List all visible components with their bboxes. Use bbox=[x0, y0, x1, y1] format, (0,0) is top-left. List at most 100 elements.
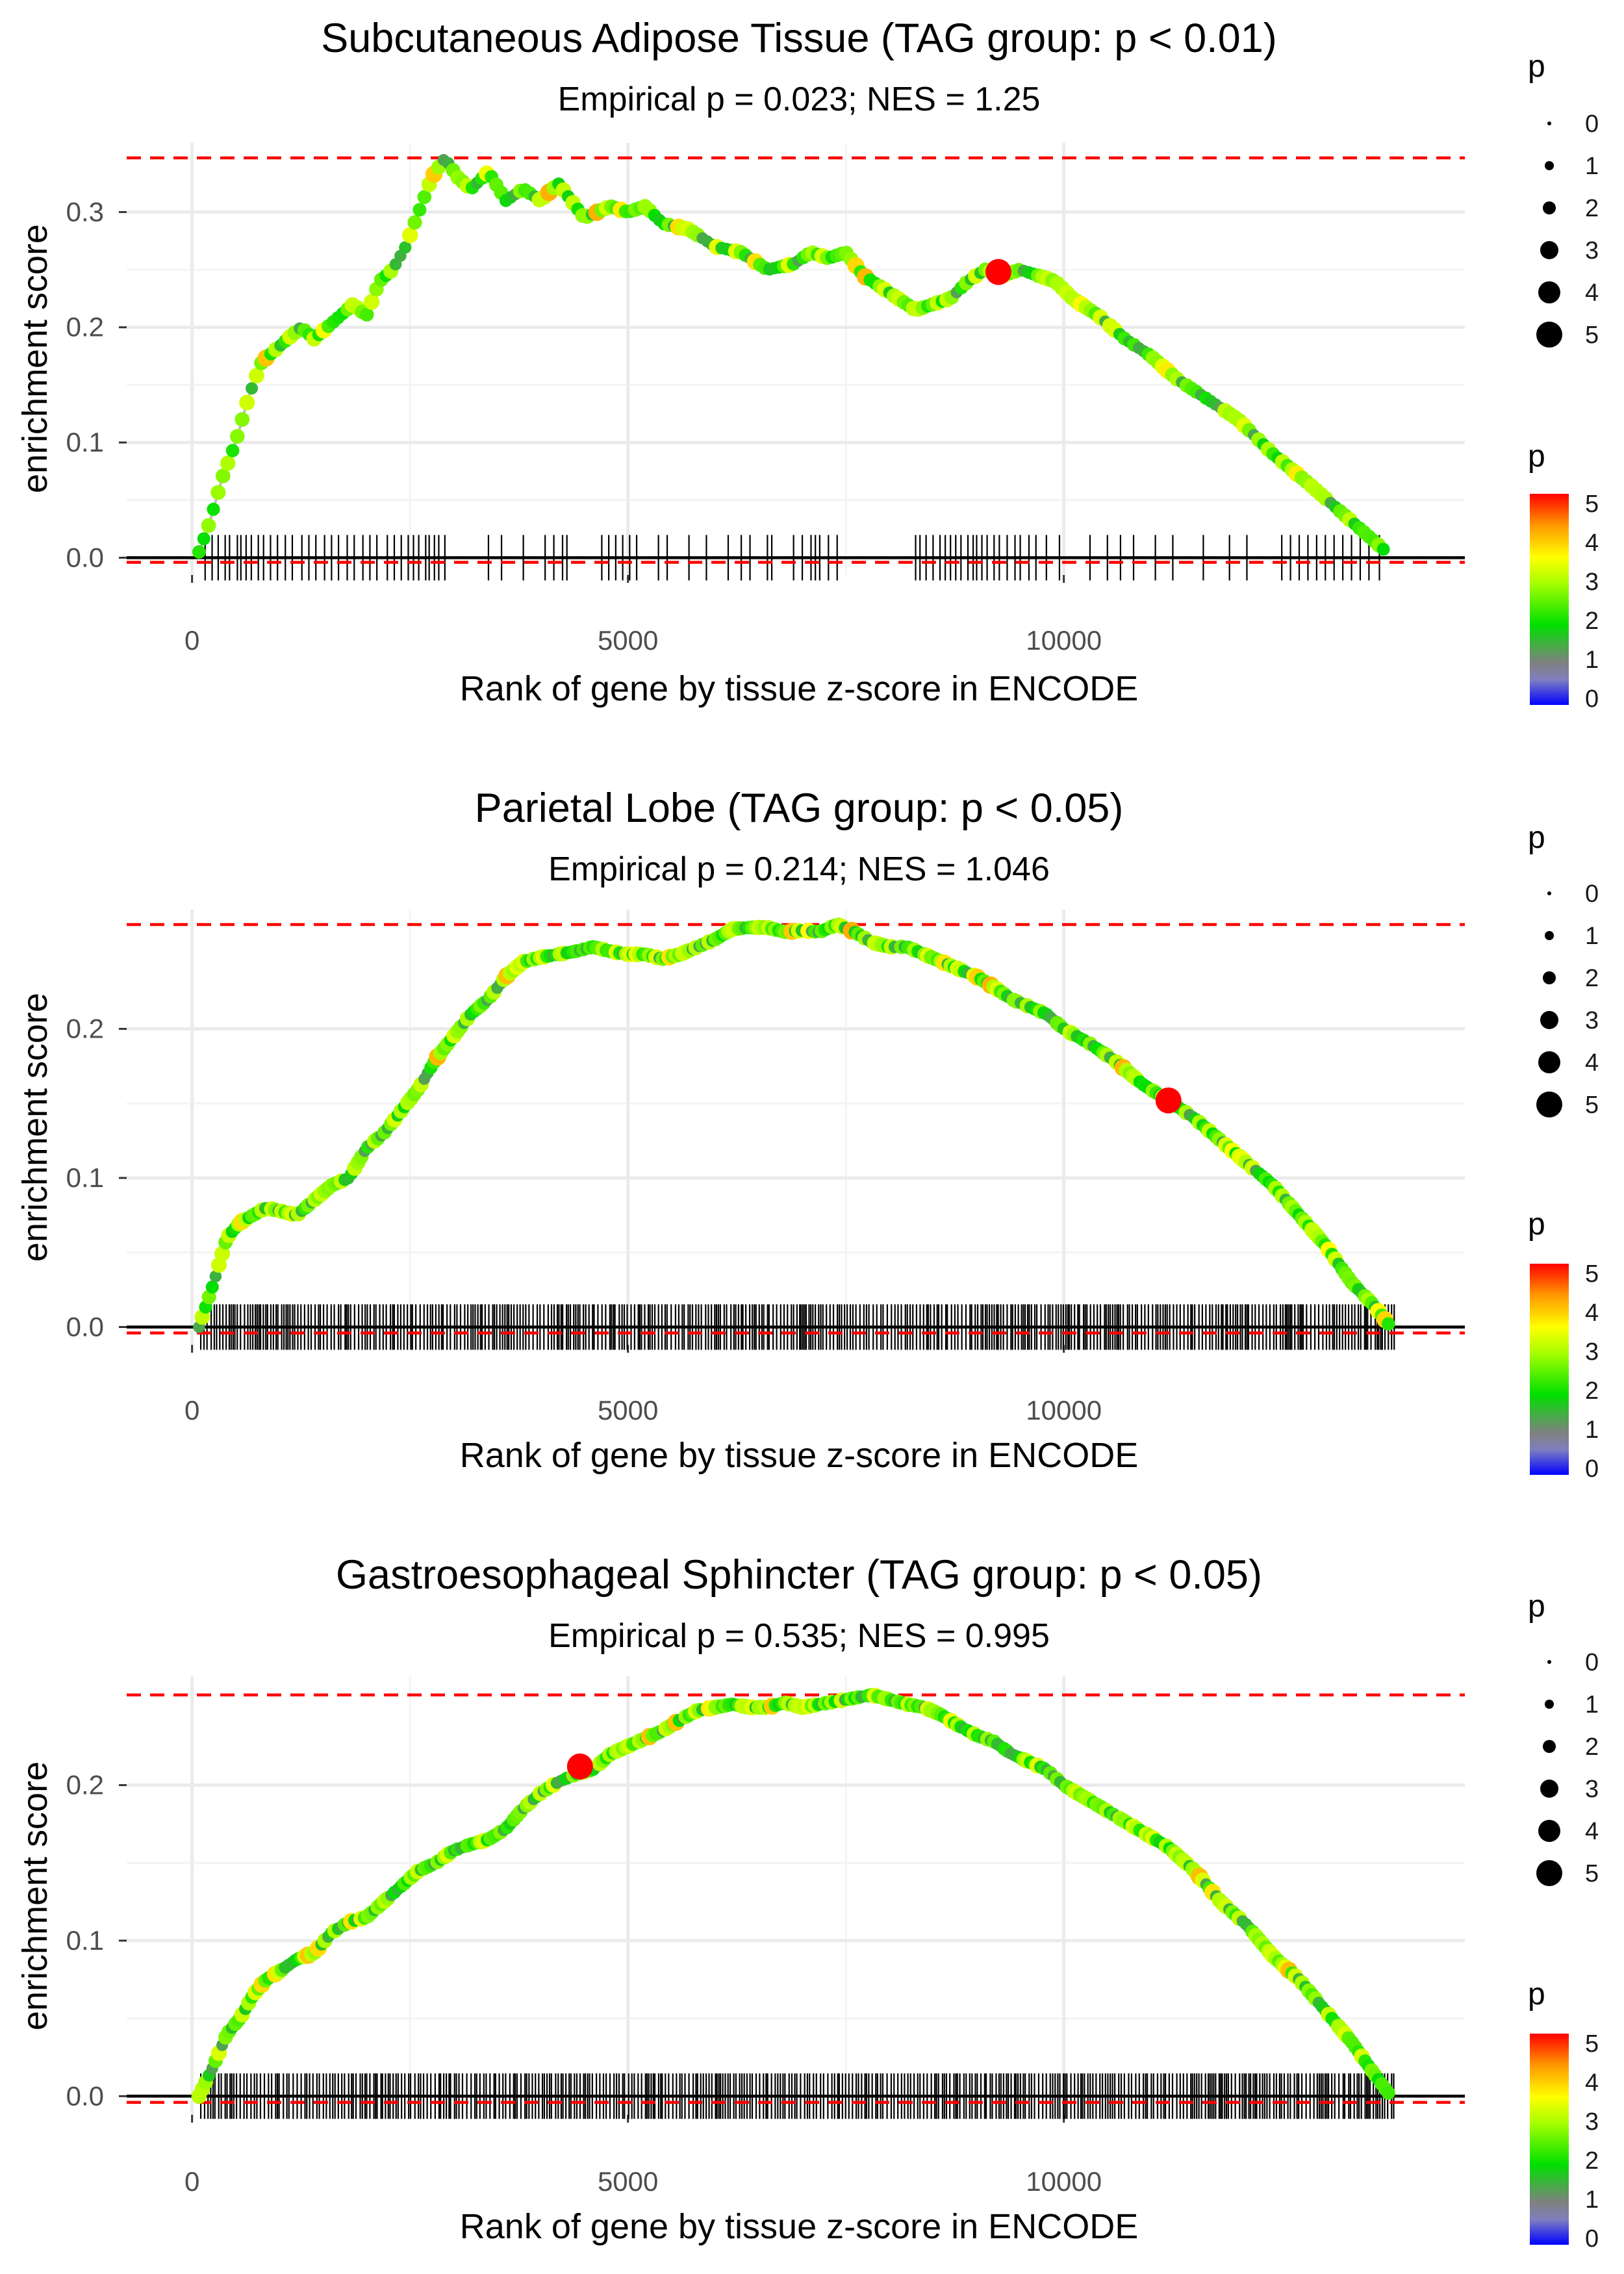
color-legend: p 5 4 3 2 1 0 bbox=[1528, 1977, 1599, 2253]
color-legend-label: 2 bbox=[1585, 2147, 1599, 2175]
size-legend-label: 5 bbox=[1585, 1092, 1599, 1119]
size-legend-key bbox=[1536, 322, 1562, 348]
color-legend-label: 2 bbox=[1585, 607, 1599, 635]
size-legend-label: 0 bbox=[1585, 1649, 1599, 1676]
size-legend-key bbox=[1536, 1860, 1562, 1886]
size-legend-label: 3 bbox=[1585, 237, 1599, 264]
enrichment-point bbox=[399, 241, 412, 254]
size-legend-title: p bbox=[1528, 49, 1545, 84]
color-legend-label: 4 bbox=[1585, 2069, 1599, 2097]
size-legend-key bbox=[1543, 201, 1556, 214]
color-legend-label: 5 bbox=[1585, 2030, 1599, 2058]
color-legend: p 5 4 3 2 1 0 bbox=[1528, 439, 1599, 713]
color-legend-label: 0 bbox=[1585, 685, 1599, 713]
panel-subtitle: Empirical p = 0.023; NES = 1.25 bbox=[558, 81, 1041, 118]
enrichment-point bbox=[205, 1280, 219, 1294]
size-legend-label: 1 bbox=[1585, 923, 1599, 950]
x-axis-title: Rank of gene by tissue z-score in ENCODE bbox=[460, 669, 1138, 708]
enrichment-point bbox=[210, 485, 226, 500]
color-legend-label: 1 bbox=[1585, 1416, 1599, 1444]
enrichment-point bbox=[207, 502, 220, 517]
size-legend: p 0 1 2 3 4 5 bbox=[1528, 821, 1599, 1119]
color-legend-bar bbox=[1530, 494, 1569, 705]
size-legend-title: p bbox=[1528, 1589, 1545, 1624]
size-legend-label: 5 bbox=[1585, 322, 1599, 349]
panel-subtitle: Empirical p = 0.535; NES = 0.995 bbox=[548, 1617, 1050, 1655]
y-tick-label: 0.1 bbox=[66, 427, 104, 457]
x-axis-title: Rank of gene by tissue z-score in ENCODE bbox=[460, 1436, 1138, 1475]
panel-gastroesophageal-sphincter: Gastroesophageal Sphincter (TAG group: p… bbox=[16, 1552, 1465, 2246]
size-legend-key bbox=[1543, 971, 1556, 984]
enrichment-point bbox=[249, 368, 264, 384]
top-gene-point bbox=[985, 259, 1012, 285]
y-axis-title: enrichment score bbox=[16, 1761, 55, 2030]
color-legend-label: 3 bbox=[1585, 2108, 1599, 2136]
enrichment-point bbox=[1381, 1317, 1395, 1331]
size-legend-label: 2 bbox=[1585, 965, 1599, 992]
size-legend-key bbox=[1538, 1820, 1560, 1842]
x-tick-label: 10000 bbox=[1026, 2166, 1102, 2197]
x-tick-label: 10000 bbox=[1026, 625, 1102, 656]
y-tick-label: 0.1 bbox=[66, 1925, 104, 1956]
x-tick-label: 5000 bbox=[598, 2166, 658, 2197]
plot-area bbox=[119, 910, 1465, 1353]
color-legend-bar bbox=[1530, 1264, 1569, 1475]
panel-title: Subcutaneous Adipose Tissue (TAG group: … bbox=[321, 16, 1277, 61]
enrichment-point bbox=[214, 1246, 231, 1262]
y-tick-label: 0.1 bbox=[66, 1162, 104, 1193]
enrichment-point bbox=[225, 444, 240, 457]
y-tick-label: 0.2 bbox=[66, 312, 104, 342]
enrichment-point bbox=[216, 468, 231, 483]
y-tick-label: 0.2 bbox=[66, 1770, 104, 1800]
size-legend-label: 2 bbox=[1585, 1733, 1599, 1761]
y-axis-title: enrichment score bbox=[16, 224, 55, 493]
size-legend-label: 4 bbox=[1585, 1049, 1599, 1077]
enrichment-point bbox=[209, 1270, 222, 1283]
enrichment-points bbox=[193, 917, 1395, 1333]
size-legend-key bbox=[1540, 1780, 1558, 1798]
size-legend-label: 1 bbox=[1585, 153, 1599, 180]
color-legend-title: p bbox=[1528, 1977, 1545, 2012]
size-legend-key bbox=[1536, 1092, 1562, 1118]
color-legend-label: 4 bbox=[1585, 1299, 1599, 1327]
size-legend-label: 4 bbox=[1585, 279, 1599, 307]
color-legend-label: 2 bbox=[1585, 1377, 1599, 1405]
size-legend: p 0 1 2 3 4 5 bbox=[1528, 49, 1599, 349]
size-legend-title: p bbox=[1528, 821, 1545, 855]
enrichment-point bbox=[246, 382, 259, 395]
size-legend-key bbox=[1547, 121, 1551, 125]
size-legend: p 0 1 2 3 4 5 bbox=[1528, 1589, 1599, 1887]
plot-area bbox=[119, 1676, 1465, 2123]
y-tick-label: 0.0 bbox=[66, 1311, 104, 1342]
panel-title: Parietal Lobe (TAG group: p < 0.05) bbox=[475, 786, 1124, 831]
size-legend-label: 3 bbox=[1585, 1007, 1599, 1034]
panel-subcutaneous-adipose: Subcutaneous Adipose Tissue (TAG group: … bbox=[16, 16, 1465, 708]
size-legend-label: 3 bbox=[1585, 1776, 1599, 1803]
top-gene-point bbox=[1155, 1087, 1182, 1114]
x-tick-label: 0 bbox=[184, 1395, 199, 1425]
size-legend-label: 5 bbox=[1585, 1860, 1599, 1887]
size-legend-key bbox=[1540, 241, 1558, 259]
x-tick-label: 0 bbox=[184, 2166, 199, 2197]
color-legend-label: 3 bbox=[1585, 568, 1599, 596]
top-gene-point bbox=[566, 1753, 593, 1780]
enrichment-point bbox=[401, 227, 418, 244]
size-legend-label: 2 bbox=[1585, 195, 1599, 222]
enrichment-point bbox=[364, 294, 380, 310]
enrichment-point bbox=[235, 412, 250, 427]
color-legend-label: 1 bbox=[1585, 2186, 1599, 2214]
enrichment-point bbox=[230, 429, 245, 444]
y-axis-title: enrichment score bbox=[16, 993, 55, 1262]
size-legend-key bbox=[1547, 891, 1551, 895]
size-legend-key bbox=[1538, 1051, 1560, 1073]
size-legend-label: 0 bbox=[1585, 880, 1599, 908]
enrichment-point bbox=[412, 203, 427, 217]
x-tick-label: 10000 bbox=[1026, 1395, 1102, 1425]
enrichment-point bbox=[201, 518, 216, 533]
panel-subtitle: Empirical p = 0.214; NES = 1.046 bbox=[548, 850, 1050, 888]
size-legend-label: 4 bbox=[1585, 1818, 1599, 1845]
size-legend-key bbox=[1538, 281, 1560, 303]
enrichment-point bbox=[407, 215, 422, 230]
panel-title: Gastroesophageal Sphincter (TAG group: p… bbox=[336, 1552, 1262, 1598]
